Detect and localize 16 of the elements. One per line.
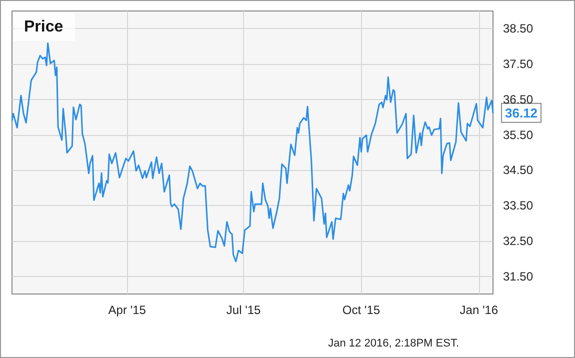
y-tick-label: 31.50 xyxy=(503,269,534,284)
y-tick-label: 33.50 xyxy=(503,198,534,213)
y-tick-label: 32.50 xyxy=(503,234,534,248)
text: Jan 12 2016, 2:18PM EST. xyxy=(328,338,460,350)
x-tick-label: Jan '16 xyxy=(460,303,498,317)
y-tick-label: 36.50 xyxy=(503,92,534,106)
chart-title: Price xyxy=(24,18,64,36)
line-series xyxy=(11,42,494,262)
y-tick-label: 34.50 xyxy=(503,163,534,178)
annotation: 36.12 xyxy=(505,105,538,120)
x-tick-label: Apr '15 xyxy=(108,303,146,317)
x-tick-label: Oct '15 xyxy=(342,303,380,317)
y-tick-label: 35.50 xyxy=(503,128,534,142)
x-tick-label: Jul '15 xyxy=(226,303,262,317)
y-tick-label: 37.50 xyxy=(503,57,534,72)
y-tick-label: 38.50 xyxy=(503,22,534,36)
